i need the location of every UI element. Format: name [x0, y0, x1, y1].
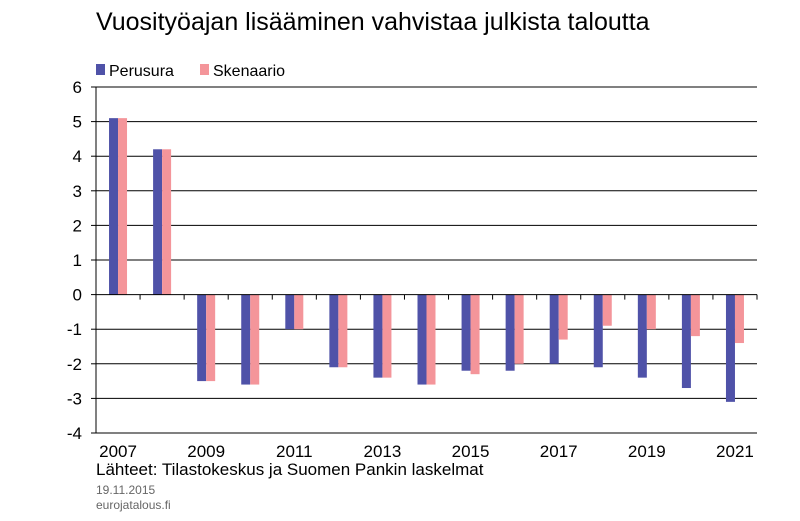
- date-note: 19.11.2015: [96, 483, 156, 497]
- x-tick-label: 2017: [540, 442, 578, 461]
- legend-label-perusura: Perusura: [109, 63, 174, 80]
- bar-perusura-2008: [153, 149, 163, 295]
- bar-perusura-2010: [241, 294, 251, 385]
- y-tick-label: -3: [67, 389, 82, 408]
- bar-skenaario-2018: [602, 294, 612, 326]
- bar-skenaario-2012: [338, 294, 348, 368]
- y-tick-label: 4: [73, 147, 82, 166]
- x-tick-label: 2007: [99, 442, 137, 461]
- bar-skenaario-2007: [118, 118, 128, 295]
- chart-title: Vuosityöajan lisääminen vahvistaa julkis…: [96, 8, 650, 36]
- bar-skenaario-2021: [734, 294, 744, 344]
- bars: [109, 118, 744, 402]
- bar-skenaario-2009: [206, 294, 216, 382]
- y-tick-label: 3: [73, 182, 82, 201]
- bar-skenaario-2008: [162, 149, 172, 295]
- legend-swatch-skenaario: [200, 64, 209, 75]
- bar-perusura-2012: [329, 294, 339, 368]
- bar-perusura-2009: [197, 294, 207, 382]
- bar-skenaario-2017: [558, 294, 568, 340]
- bar-skenaario-2015: [470, 294, 480, 375]
- x-tick-label: 2013: [364, 442, 402, 461]
- bar-skenaario-2016: [514, 294, 524, 364]
- bar-perusura-2018: [593, 294, 603, 368]
- bar-skenaario-2010: [250, 294, 260, 385]
- y-tick-label: 0: [73, 286, 82, 305]
- x-tick-label: 2011: [276, 442, 313, 461]
- bar-perusura-2011: [285, 294, 295, 330]
- bar-skenaario-2013: [382, 294, 392, 378]
- x-tick-label: 2019: [628, 442, 666, 461]
- y-tick-label: 6: [73, 78, 82, 97]
- y-tick-label: 2: [73, 216, 82, 235]
- y-tick-label: 5: [73, 113, 82, 132]
- legend-swatch-perusura: [96, 64, 105, 75]
- bar-skenaario-2011: [294, 294, 304, 330]
- y-tick-label: -4: [67, 424, 82, 443]
- y-tick-label: 1: [73, 251, 82, 270]
- y-tick-label: -2: [67, 355, 82, 374]
- bar-perusura-2013: [373, 294, 383, 378]
- x-tick-label: 2015: [452, 442, 490, 461]
- bar-perusura-2020: [681, 294, 691, 389]
- source-note: Lähteet: Tilastokeskus ja Suomen Pankin …: [96, 460, 484, 479]
- legend: Perusura Skenaario: [96, 63, 285, 80]
- bar-perusura-2007: [109, 118, 119, 295]
- bar-perusura-2021: [725, 294, 735, 402]
- bar-perusura-2019: [637, 294, 647, 378]
- bar-perusura-2015: [461, 294, 471, 371]
- bar-perusura-2016: [505, 294, 515, 371]
- x-tick-label: 2009: [187, 442, 225, 461]
- bar-skenaario-2019: [646, 294, 656, 330]
- x-tick-label: 2021: [716, 442, 754, 461]
- bar-perusura-2014: [417, 294, 427, 385]
- legend-label-skenaario: Skenaario: [213, 63, 285, 80]
- bar-skenaario-2014: [426, 294, 436, 385]
- bar-perusura-2017: [549, 294, 559, 364]
- site-note: eurojatalous.fi: [96, 498, 171, 512]
- bar-skenaario-2020: [690, 294, 700, 337]
- axes: 6 5 4 3 2 1 0 -1 -2 -3 -4 2007 2009 2011 2013 2015 2017 2…: [67, 78, 758, 461]
- y-tick-label: -1: [67, 320, 82, 339]
